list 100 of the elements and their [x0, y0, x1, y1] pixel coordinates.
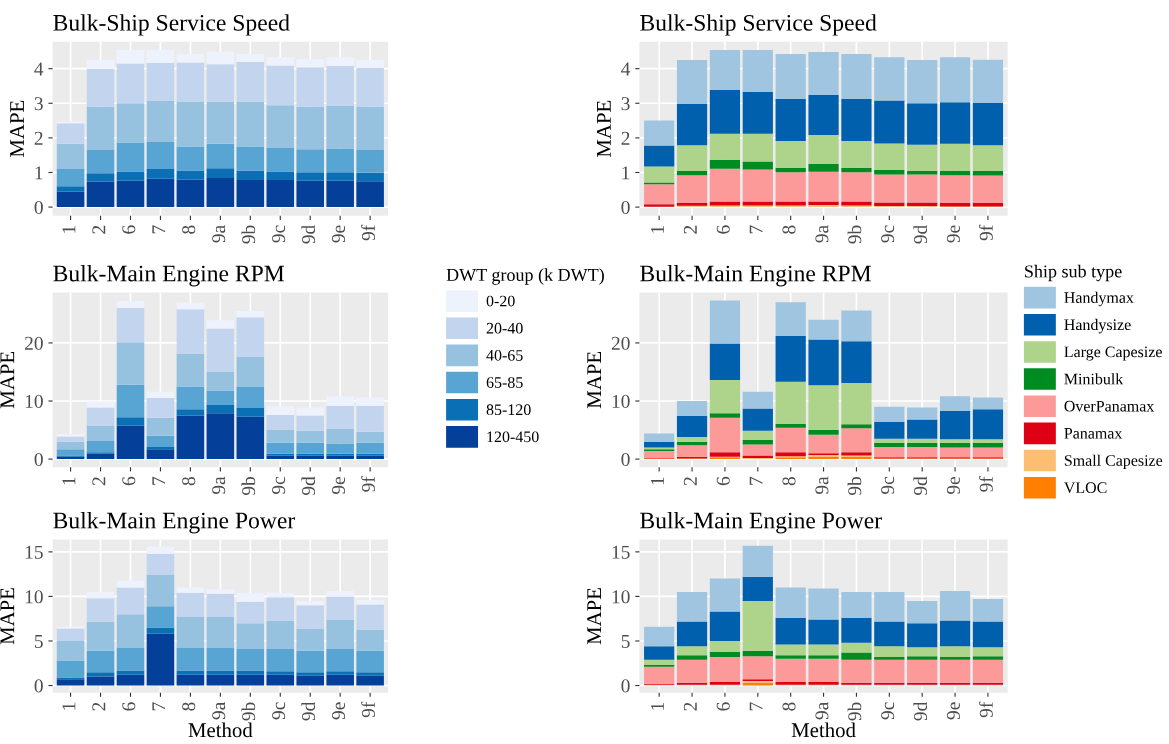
x-tick-label: 9a	[212, 476, 226, 494]
x-tick-label: 9b	[847, 225, 862, 244]
x-tick-label: 9c	[272, 702, 286, 720]
x-tick-label: 9b	[847, 477, 862, 496]
x-axis-title: Method	[188, 722, 253, 738]
y-tick-label: 15	[25, 545, 43, 559]
x-tick-label: 2	[92, 225, 106, 234]
x-tick-label: 9f	[361, 224, 375, 241]
x-tick-label: 8	[182, 225, 196, 234]
x-tick-label: 8	[182, 702, 196, 711]
y-axis-title: MAPE	[596, 100, 611, 158]
legend-label: OverPanamax	[1064, 400, 1155, 412]
legend-title: Ship sub type	[1025, 264, 1122, 282]
x-tick-label: 1	[62, 225, 76, 233]
x-tick-label: 9c	[881, 476, 895, 494]
legend-label: Small Capesize	[1064, 454, 1163, 470]
x-tick-label: 6	[716, 476, 730, 486]
legend-label: VLOC	[1064, 482, 1107, 494]
legend-label: Handymax	[1064, 291, 1134, 307]
x-tick-label: 9b	[241, 702, 256, 721]
y-axis-title: MAPE	[587, 351, 601, 409]
y-tick-label: 2	[34, 131, 43, 145]
x-tick-label: 6	[716, 225, 730, 234]
y-tick-label: 10	[612, 590, 630, 604]
legend-label: 85-120	[486, 404, 531, 416]
y-tick-label: 10	[612, 394, 630, 408]
legend-label: Panamax	[1064, 428, 1123, 439]
y-axis-title: MAPE	[0, 588, 15, 645]
x-tick-label: 9a	[815, 701, 829, 720]
y-tick-label: 5	[621, 635, 630, 648]
chart-title: Bulk-Main Engine Power	[53, 511, 296, 534]
x-tick-label: 9b	[847, 702, 862, 721]
x-tick-label: 8	[782, 702, 796, 711]
x-tick-label: 9c	[881, 225, 895, 243]
x-tick-label: 9d	[913, 225, 928, 244]
chart-title: Bulk-Main Engine Power	[640, 511, 882, 534]
x-tick-label: 9d	[301, 476, 316, 496]
y-tick-label: 0	[621, 679, 630, 693]
y-tick-label: 0	[34, 200, 43, 215]
x-tick-label: 9f	[978, 224, 993, 241]
chart-title: Bulk-Main Engine RPM	[640, 264, 871, 287]
legend-label: 40-65	[486, 349, 523, 361]
x-tick-label: 2	[683, 225, 697, 234]
x-tick-label: 8	[782, 477, 796, 486]
x-tick-label: 9a	[815, 225, 829, 243]
y-tick-label: 5	[34, 635, 43, 648]
y-tick-label: 4	[34, 62, 44, 76]
x-tick-label: 8	[782, 225, 796, 234]
x-tick-label: 9c	[272, 476, 286, 494]
x-tick-label: 9e	[946, 225, 960, 243]
legend-label: 0-20	[486, 295, 515, 307]
y-tick-label: 15	[612, 545, 630, 559]
y-tick-label: 10	[25, 394, 43, 408]
y-axis-title: MAPE	[587, 588, 601, 645]
legend-label: Minibulk	[1064, 373, 1124, 385]
x-tick-label: 7	[152, 476, 166, 485]
x-tick-label: 6	[122, 476, 136, 486]
y-tick-label: 3	[34, 97, 43, 111]
x-tick-label: 7	[152, 702, 166, 711]
x-tick-label: 8	[182, 477, 196, 486]
y-axis-title: MAPE	[0, 351, 15, 409]
x-tick-label: 2	[683, 702, 697, 711]
x-tick-label: 2	[92, 702, 106, 711]
x-tick-label: 1	[651, 477, 664, 485]
y-tick-label: 0	[621, 200, 630, 215]
x-tick-label: 9b	[241, 477, 256, 496]
y-tick-label: 3	[621, 97, 630, 111]
y-tick-label: 10	[25, 590, 43, 604]
chart-title: Bulk-Main Engine RPM	[53, 264, 285, 287]
x-tick-label: 6	[122, 225, 136, 234]
legend-label: 120-450	[487, 431, 539, 443]
x-tick-label: 9c	[272, 225, 286, 243]
x-tick-label: 9d	[301, 701, 316, 721]
legend-label: Handysize	[1064, 318, 1131, 334]
y-tick-label: 1	[35, 166, 43, 180]
y-tick-label: 4	[621, 62, 631, 76]
legend-label: 65-85	[486, 377, 523, 388]
x-tick-label: 6	[716, 702, 730, 711]
y-tick-label: 2	[621, 131, 630, 145]
x-tick-label: 2	[683, 477, 697, 486]
x-tick-label: 7	[749, 476, 763, 485]
x-tick-label: 1	[651, 702, 664, 710]
chart-title: Bulk-Ship Service Speed	[640, 14, 877, 36]
y-tick-label: 0	[34, 679, 43, 693]
x-tick-label: 1	[62, 702, 76, 710]
y-tick-label: 1	[622, 166, 630, 180]
legend-title: DWT group (k DWT)	[446, 268, 604, 285]
x-tick-label: 9f	[361, 701, 375, 718]
x-tick-label: 9f	[361, 476, 375, 492]
chart-title: Bulk-Ship Service Speed	[53, 14, 290, 36]
legend-label: 20-40	[486, 322, 523, 334]
x-tick-label: 9a	[212, 701, 226, 720]
x-tick-label: 7	[152, 225, 166, 234]
y-tick-label: 0	[621, 452, 630, 467]
x-tick-label: 9e	[946, 702, 960, 720]
x-tick-label: 9d	[301, 225, 316, 244]
y-tick-label: 20	[24, 336, 43, 350]
legend-label: Large Capesize	[1064, 346, 1162, 361]
y-tick-label: 20	[611, 336, 630, 350]
x-tick-label: 6	[122, 702, 136, 711]
